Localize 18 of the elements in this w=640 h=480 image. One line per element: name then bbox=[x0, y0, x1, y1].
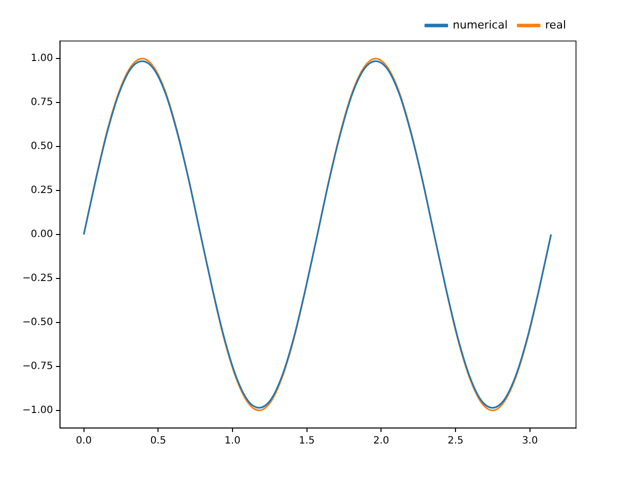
y-tick-label: 0.25 bbox=[30, 185, 53, 196]
y-tick-label: −0.75 bbox=[22, 361, 53, 372]
x-tick-label: 3.0 bbox=[522, 436, 538, 447]
x-tick-label: 0.5 bbox=[150, 436, 166, 447]
y-tick-label: −0.25 bbox=[22, 273, 53, 284]
y-tick-label: −1.00 bbox=[22, 405, 53, 416]
y-tick-label: 0.00 bbox=[30, 229, 53, 240]
x-tick-label: 1.5 bbox=[298, 436, 315, 447]
x-tick-label: 1.0 bbox=[224, 436, 240, 447]
x-tick-label: 2.5 bbox=[448, 436, 464, 447]
y-tick-label: −0.50 bbox=[22, 317, 53, 328]
y-tick-label: 0.50 bbox=[30, 141, 53, 152]
x-tick-label: 2.0 bbox=[373, 436, 390, 447]
y-tick-label: 1.00 bbox=[30, 53, 53, 64]
legend-label: real bbox=[545, 18, 566, 32]
x-tick-label: 0.0 bbox=[76, 436, 92, 447]
y-tick-label: 0.75 bbox=[30, 97, 53, 108]
legend-label: numerical bbox=[452, 18, 508, 32]
